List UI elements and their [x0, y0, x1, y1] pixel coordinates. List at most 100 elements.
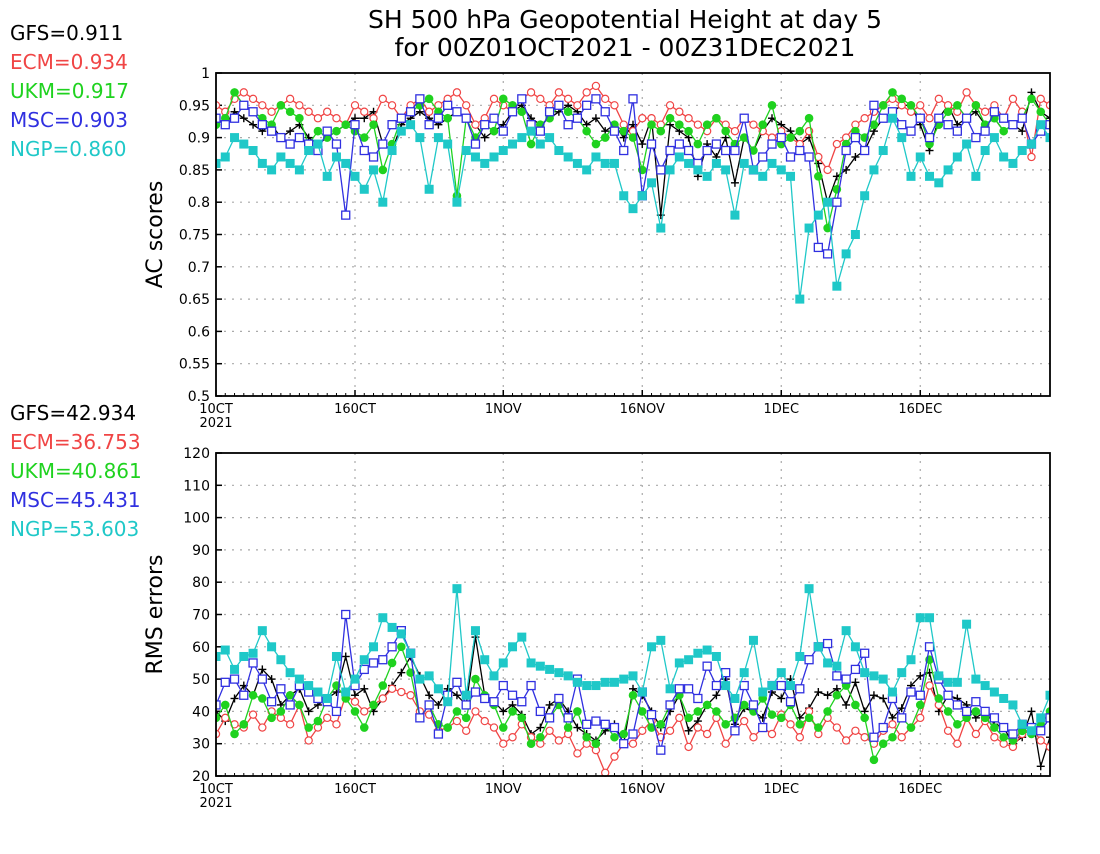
point-ngp	[758, 687, 768, 697]
point-msc	[572, 113, 583, 123]
point-ukm	[443, 113, 452, 123]
point-msc	[331, 139, 342, 149]
point-msc	[795, 684, 805, 694]
legend-ngp: NGP=53.603	[10, 517, 139, 541]
point-ukm	[517, 107, 527, 117]
point-msc	[832, 197, 842, 207]
point-ecm	[258, 101, 267, 110]
point-ngp	[554, 668, 564, 678]
point-msc	[563, 713, 573, 723]
point-msc	[758, 722, 768, 733]
point-ngp	[823, 658, 833, 668]
point-msc	[489, 697, 499, 707]
point-gfs	[1046, 733, 1050, 742]
point-ngp	[897, 668, 907, 678]
point-msc	[674, 139, 684, 149]
point-ecm	[795, 733, 805, 742]
point-ecm	[323, 713, 332, 723]
point-ecm	[749, 733, 758, 742]
point-ukm	[906, 723, 916, 732]
point-ngp	[600, 158, 610, 168]
point-msc	[582, 719, 592, 729]
point-ecm	[841, 736, 851, 745]
plot-frame	[215, 72, 1051, 397]
point-ecm	[471, 707, 480, 716]
point-ngp	[628, 204, 638, 214]
point-ecm	[971, 729, 981, 739]
point-msc	[266, 697, 277, 707]
point-msc	[443, 100, 453, 110]
point-ngp	[776, 668, 786, 678]
y-tick-label: 80	[192, 575, 210, 591]
point-ngp	[952, 152, 962, 162]
point-msc	[1008, 729, 1018, 739]
point-ngp	[795, 294, 805, 304]
point-ngp	[1026, 139, 1036, 149]
point-msc	[220, 677, 230, 687]
point-msc	[461, 700, 471, 710]
point-ukm	[443, 723, 452, 732]
point-ecm	[888, 720, 897, 729]
point-ecm	[628, 739, 638, 748]
point-msc	[646, 139, 657, 149]
point-msc	[924, 132, 935, 143]
point-ecm	[916, 101, 925, 110]
point-gfs	[397, 668, 406, 677]
point-msc	[216, 700, 221, 710]
point-ngp	[443, 697, 453, 707]
point-msc	[368, 152, 379, 162]
point-gfs	[499, 707, 508, 716]
point-ukm	[359, 133, 369, 142]
point-ngp	[767, 681, 777, 691]
point-ngp	[887, 687, 897, 697]
point-ngp	[350, 171, 360, 181]
point-ukm	[665, 113, 675, 123]
y-tick-label: 0.5	[188, 389, 210, 405]
point-ngp	[554, 146, 564, 156]
point-gfs	[304, 707, 313, 716]
point-ukm	[943, 707, 953, 716]
point-ngp	[832, 281, 842, 291]
point-msc	[841, 674, 851, 684]
point-ngp	[415, 674, 425, 684]
point-ngp	[433, 133, 443, 143]
point-ngp	[341, 687, 351, 697]
point-ecm	[471, 120, 480, 129]
point-msc	[470, 139, 481, 149]
point-msc	[683, 145, 694, 156]
point-ecm	[832, 723, 842, 732]
point-msc	[897, 713, 907, 723]
point-gfs	[879, 694, 888, 703]
point-ecm	[860, 733, 869, 742]
point-ecm	[1027, 152, 1036, 162]
point-ngp	[989, 687, 999, 697]
point-msc	[285, 700, 295, 710]
point-msc	[850, 132, 861, 143]
point-ngp	[304, 146, 314, 156]
point-ukm	[591, 739, 601, 749]
point-ngp	[508, 642, 518, 652]
point-ecm	[684, 114, 693, 123]
point-ngp	[350, 674, 360, 684]
point-ngp	[925, 613, 935, 623]
point-ngp	[248, 648, 258, 658]
point-gfs	[573, 723, 582, 732]
point-ukm	[637, 707, 647, 716]
x-tick-label: 160CT	[334, 782, 376, 797]
point-ecm	[925, 681, 934, 690]
point-msc	[860, 145, 870, 156]
point-ecm	[702, 729, 712, 739]
point-ecm	[749, 120, 758, 129]
point-ngp	[276, 152, 286, 162]
point-ukm	[767, 710, 777, 719]
y-tick-label: 0.75	[179, 228, 210, 244]
point-ecm	[554, 736, 564, 745]
point-ecm	[638, 114, 647, 123]
point-gfs	[545, 700, 554, 709]
point-ukm	[814, 172, 823, 181]
point-ngp	[294, 674, 304, 684]
point-ecm	[360, 707, 369, 716]
point-ngp	[869, 165, 879, 175]
point-ngp	[359, 655, 369, 665]
